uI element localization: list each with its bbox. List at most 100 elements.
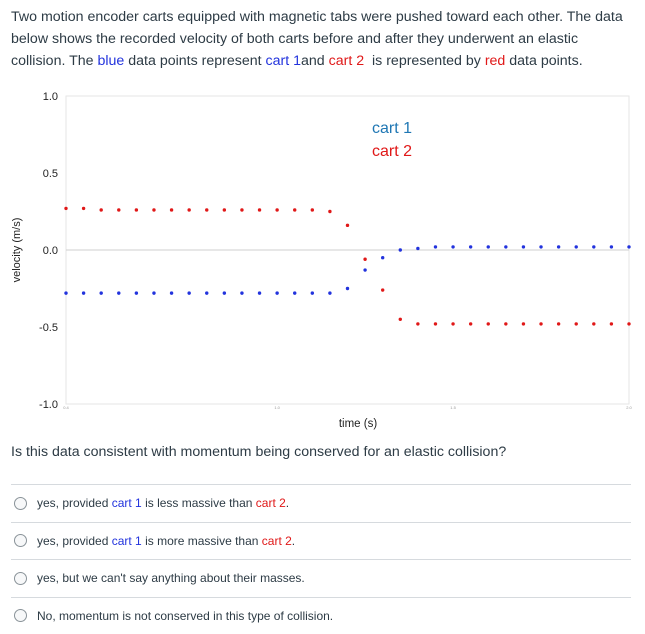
y-tick-label: 1.0 (43, 91, 58, 103)
intro-cart1: cart 1 (265, 53, 302, 69)
cart2-data-point (609, 322, 614, 326)
cart2-data-point (169, 208, 174, 212)
cart1-data-point (99, 291, 103, 295)
cart1-data-point (134, 291, 139, 295)
intro-text-1: Two motion encoder carts equipped with m… (11, 9, 623, 69)
cart1-data-point (152, 291, 156, 295)
option-text: . (291, 533, 296, 548)
cart1-data-point (627, 245, 631, 249)
cart1-data-point (609, 245, 614, 249)
answer-options: yes, provided cart 1 is less massive tha… (11, 484, 631, 634)
y-axis-label: velocity (m/s) (11, 218, 23, 283)
y-tick-label: -0.5 (39, 322, 58, 334)
radio-button[interactable] (14, 571, 27, 585)
intro-text-2: data points represent (128, 53, 262, 69)
intro-text-4: is represented by (372, 53, 481, 69)
cart1-data-point (486, 245, 490, 249)
option-text: yes, provided (37, 533, 112, 548)
cart2-data-point (187, 208, 191, 212)
x-tick-label: 1.0 (274, 405, 280, 410)
cart2-data-point (99, 208, 103, 212)
cart1-data-point (451, 245, 455, 249)
cart1-data-point (240, 291, 244, 295)
option-label: yes, but we can't say anything about the… (37, 571, 305, 585)
intro-blue-word: blue (97, 53, 125, 69)
cart2-data-point (310, 208, 315, 212)
intro-red-word: red (484, 53, 506, 69)
option-cart1: cart 1 (111, 533, 142, 548)
intro-text-5: data points. (509, 53, 583, 69)
cart1-data-point (328, 291, 332, 295)
cart2-data-point (504, 322, 508, 326)
cart1-data-point (416, 246, 420, 251)
option-text: is less massive than (141, 496, 256, 511)
cart1-data-point (345, 286, 350, 291)
legend-cart2: cart 2 (372, 143, 412, 160)
option-label: No, momentum is not conserved in this ty… (37, 609, 333, 623)
cart1-data-point (205, 291, 209, 295)
radio-button[interactable] (14, 534, 27, 548)
intro-cart2: cart 2 (328, 53, 365, 69)
cart2-data-point (451, 322, 455, 326)
cart1-data-point (310, 291, 315, 295)
question-intro: Two motion encoder carts equipped with m… (11, 6, 636, 72)
cart2-data-point (380, 288, 385, 292)
cart2-data-point (363, 257, 367, 261)
cart1-data-point (257, 291, 262, 295)
cart1-data-point (117, 291, 121, 295)
cart2-data-point (81, 206, 86, 211)
cart2-data-point (64, 206, 68, 211)
radio-button[interactable] (14, 609, 27, 623)
x-tick-label: 0.4 (63, 405, 69, 410)
y-tick-label: 0.0 (43, 245, 58, 257)
y-tick-label: -1.0 (39, 399, 58, 411)
cart1-data-point (169, 291, 174, 295)
cart1-data-point (574, 245, 578, 249)
answer-option-3[interactable]: yes, but we can't say anything about the… (11, 559, 631, 597)
cart2-data-point (152, 208, 156, 212)
answer-option-4[interactable]: No, momentum is not conserved in this ty… (11, 596, 631, 634)
legend-cart1: cart 1 (372, 120, 412, 137)
x-axis-label: time (s) (339, 418, 378, 430)
cart2-data-point (486, 322, 490, 326)
cart1-data-point (556, 245, 561, 249)
cart2-data-point (627, 322, 631, 326)
cart2-data-point (592, 322, 596, 326)
radio-button[interactable] (14, 496, 27, 510)
answer-option-1[interactable]: yes, provided cart 1 is less massive tha… (11, 484, 631, 522)
cart2-data-point (240, 208, 244, 212)
cart1-data-point (64, 291, 68, 295)
cart2-data-point (293, 208, 297, 212)
cart1-data-point (504, 245, 508, 249)
cart2-data-point (556, 322, 561, 326)
cart1-data-point (592, 245, 596, 249)
cart2-data-point (328, 209, 332, 214)
cart1-data-point (363, 268, 367, 272)
cart2-data-point (539, 322, 543, 326)
cart1-data-point (187, 291, 191, 295)
cart2-data-point (117, 208, 121, 212)
option-text: No, momentum is not conserved in this ty… (37, 608, 334, 623)
cart1-data-point (433, 245, 438, 249)
cart2-data-point (574, 322, 578, 326)
option-label: yes, provided cart 1 is less massive tha… (37, 496, 289, 510)
cart2-data-point (222, 208, 227, 212)
cart1-data-point (293, 291, 297, 295)
cart2-data-point (345, 223, 350, 228)
cart2-data-point (134, 208, 139, 212)
cart1-data-point (468, 245, 473, 249)
x-tick-label: 2.0 (626, 405, 632, 410)
cart1-data-point (398, 248, 402, 252)
cart1-data-point (81, 291, 86, 295)
cart1-data-point (222, 291, 227, 295)
option-text: . (285, 496, 290, 511)
cart2-data-point (275, 208, 279, 212)
answer-option-2[interactable]: yes, provided cart 1 is more massive tha… (11, 521, 631, 560)
y-tick-labels: 1.0 0.5 0.0 -0.5 -1.0 (39, 91, 58, 411)
option-text: yes, but we can't say anything about the… (37, 571, 305, 586)
cart1-data-point (521, 245, 526, 249)
question-text: Is this data consistent with momentum be… (11, 444, 507, 460)
cart2-data-point (398, 317, 402, 321)
cart2-data-point (468, 322, 473, 326)
x-tick-labels: 0.4 1.0 1.5 2.0 (63, 405, 632, 410)
